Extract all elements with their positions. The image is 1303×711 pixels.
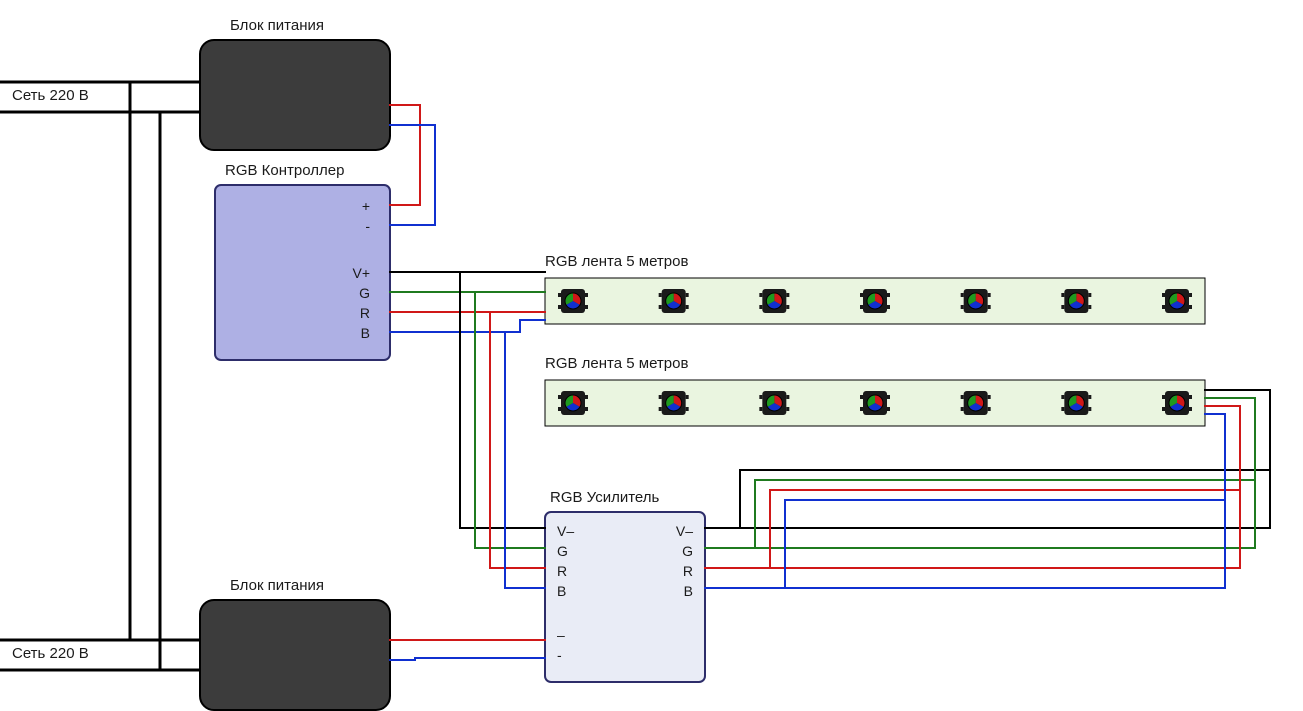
led-leg bbox=[1189, 395, 1192, 399]
controller-pin: G bbox=[359, 285, 370, 301]
led-leg bbox=[686, 395, 689, 399]
amp-pin-right: B bbox=[684, 583, 693, 599]
controller-label: RGB Контроллер bbox=[225, 162, 344, 179]
led-leg bbox=[1088, 395, 1091, 399]
wire-psu2-minus bbox=[390, 658, 545, 660]
led-leg bbox=[1088, 305, 1091, 309]
led-leg bbox=[558, 293, 561, 297]
led-leg bbox=[1061, 407, 1064, 411]
led-leg bbox=[686, 305, 689, 309]
led-leg bbox=[1088, 407, 1091, 411]
led-leg bbox=[961, 293, 964, 297]
led-leg bbox=[585, 407, 588, 411]
led-leg bbox=[786, 293, 789, 297]
controller-pin: R bbox=[360, 305, 370, 321]
led-leg bbox=[686, 407, 689, 411]
amp-pin-right: G bbox=[682, 543, 693, 559]
led-leg bbox=[1061, 305, 1064, 309]
wire-ctrl-amp-r bbox=[490, 312, 545, 568]
led-leg bbox=[860, 293, 863, 297]
led-leg bbox=[786, 407, 789, 411]
led-leg bbox=[1189, 293, 1192, 297]
led-leg bbox=[786, 305, 789, 309]
led-leg bbox=[1162, 395, 1165, 399]
led-leg bbox=[585, 293, 588, 297]
led-leg bbox=[1061, 293, 1064, 297]
controller-pin: V+ bbox=[352, 265, 370, 281]
led-leg bbox=[988, 305, 991, 309]
mains-label-top: Сеть 220 В bbox=[12, 87, 89, 104]
wire bbox=[705, 478, 1270, 528]
amp-label: RGB Усилитель bbox=[550, 489, 660, 506]
amp-pin-left: G bbox=[557, 543, 568, 559]
led-leg bbox=[1189, 305, 1192, 309]
led-leg bbox=[887, 395, 890, 399]
led-leg bbox=[1189, 407, 1192, 411]
psu2-label: Блок питания bbox=[230, 577, 324, 594]
led-leg bbox=[558, 395, 561, 399]
led-leg bbox=[759, 395, 762, 399]
controller-pin: + bbox=[362, 198, 370, 214]
amp-pin-left: V– bbox=[557, 523, 574, 539]
led-leg bbox=[786, 395, 789, 399]
led-leg bbox=[759, 305, 762, 309]
led-leg bbox=[1061, 395, 1064, 399]
led-leg bbox=[1162, 293, 1165, 297]
led-leg bbox=[686, 293, 689, 297]
amp-pin-right: R bbox=[683, 563, 693, 579]
strip2-label: RGB лента 5 метров bbox=[545, 355, 688, 372]
led-leg bbox=[659, 293, 662, 297]
led-leg bbox=[988, 407, 991, 411]
amp-pin-right: V– bbox=[676, 523, 693, 539]
led-leg bbox=[1162, 305, 1165, 309]
amp-pin-left: R bbox=[557, 563, 567, 579]
led-leg bbox=[659, 407, 662, 411]
led-leg bbox=[961, 305, 964, 309]
wire-psu1-minus bbox=[390, 125, 435, 225]
led-leg bbox=[659, 305, 662, 309]
led-leg bbox=[585, 305, 588, 309]
psu1-label: Блок питания bbox=[230, 17, 324, 34]
led-leg bbox=[887, 305, 890, 309]
led-leg bbox=[1162, 407, 1165, 411]
wire-psu1-plus bbox=[390, 105, 420, 205]
strip1-label: RGB лента 5 метров bbox=[545, 253, 688, 270]
amp-pin-left: B bbox=[557, 583, 566, 599]
led-leg bbox=[860, 407, 863, 411]
amp-pin-left: – bbox=[557, 627, 565, 643]
led-leg bbox=[759, 293, 762, 297]
led-leg bbox=[585, 395, 588, 399]
wire-ctrl-b bbox=[390, 320, 545, 332]
controller-pin: B bbox=[361, 325, 370, 341]
led-leg bbox=[961, 407, 964, 411]
led-leg bbox=[887, 293, 890, 297]
psu-1 bbox=[200, 40, 390, 150]
controller-pin: - bbox=[365, 218, 370, 234]
led-leg bbox=[961, 395, 964, 399]
led-leg bbox=[988, 395, 991, 399]
led-leg bbox=[659, 395, 662, 399]
led-leg bbox=[1088, 293, 1091, 297]
amp-pin-left: - bbox=[557, 647, 562, 663]
led-leg bbox=[860, 395, 863, 399]
led-leg bbox=[759, 407, 762, 411]
wire-ctrl-amp-v bbox=[460, 272, 545, 528]
led-leg bbox=[558, 407, 561, 411]
led-leg bbox=[860, 305, 863, 309]
led-leg bbox=[988, 293, 991, 297]
led-leg bbox=[558, 305, 561, 309]
wire-ctrl-amp-b bbox=[505, 332, 545, 588]
wire-ctrl-amp-g bbox=[475, 292, 545, 548]
psu-2 bbox=[200, 600, 390, 710]
mains-label-bottom: Сеть 220 В bbox=[12, 645, 89, 662]
led-leg bbox=[887, 407, 890, 411]
wire-amp-shelf-b bbox=[705, 414, 1225, 588]
